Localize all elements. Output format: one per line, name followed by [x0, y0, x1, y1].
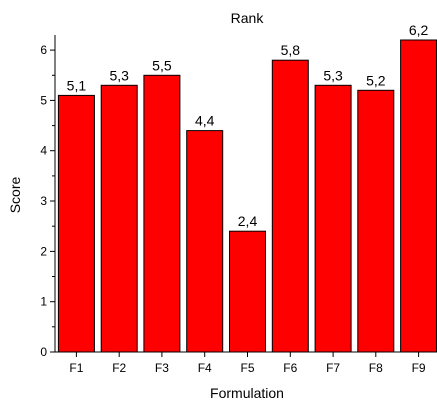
data-label-f4: 4,4	[195, 113, 215, 129]
x-tick-label-f9: F9	[412, 361, 426, 375]
bar-f9	[400, 39, 437, 353]
data-label-f2: 5,3	[109, 67, 129, 83]
y-tick-label: 5	[40, 93, 47, 107]
bar-f7	[314, 84, 352, 353]
x-tick-label-f4: F4	[198, 361, 212, 375]
data-label-f3: 5,5	[152, 57, 172, 73]
bar-f4	[186, 130, 224, 353]
x-tick-label-f1: F1	[69, 361, 83, 375]
bar-f5	[229, 230, 266, 353]
x-tick-label-f6: F6	[283, 361, 297, 375]
y-tick-label: 2	[40, 244, 47, 258]
y-tick-label: 6	[40, 43, 47, 57]
data-label-f1: 5,1	[67, 77, 87, 93]
x-tick-label-f3: F3	[155, 361, 169, 375]
x-tick-label-f2: F2	[112, 361, 126, 375]
plot-area: 5,1 5,3 5,5 4,4 2,4 5,8 5,3 5,2 6,2 0 1 2 3 4 5 6 F1 F2 F3…	[40, 22, 437, 375]
y-axis-label: Score	[7, 177, 23, 214]
data-label-f8: 5,2	[366, 72, 386, 88]
x-tick-label-f8: F8	[369, 361, 383, 375]
x-tick-label-f5: F5	[240, 361, 254, 375]
x-axis-label: Formulation	[210, 385, 284, 401]
bar-f3	[143, 74, 181, 353]
y-tick-label: 0	[40, 345, 47, 359]
y-tick-label: 3	[40, 194, 47, 208]
data-label-f7: 5,3	[323, 67, 343, 83]
bar-f6	[271, 59, 309, 353]
bar-f8	[357, 89, 395, 353]
y-tick-label: 1	[40, 295, 47, 309]
chart-title: Rank	[231, 10, 265, 26]
data-label-f6: 5,8	[281, 42, 301, 58]
bar-f1	[57, 94, 95, 353]
x-tick-label-f7: F7	[326, 361, 340, 375]
data-label-f5: 2,4	[238, 213, 258, 229]
bar-f2	[100, 84, 138, 353]
y-tick-label: 4	[40, 144, 47, 158]
data-label-f9: 6,2	[409, 22, 429, 38]
